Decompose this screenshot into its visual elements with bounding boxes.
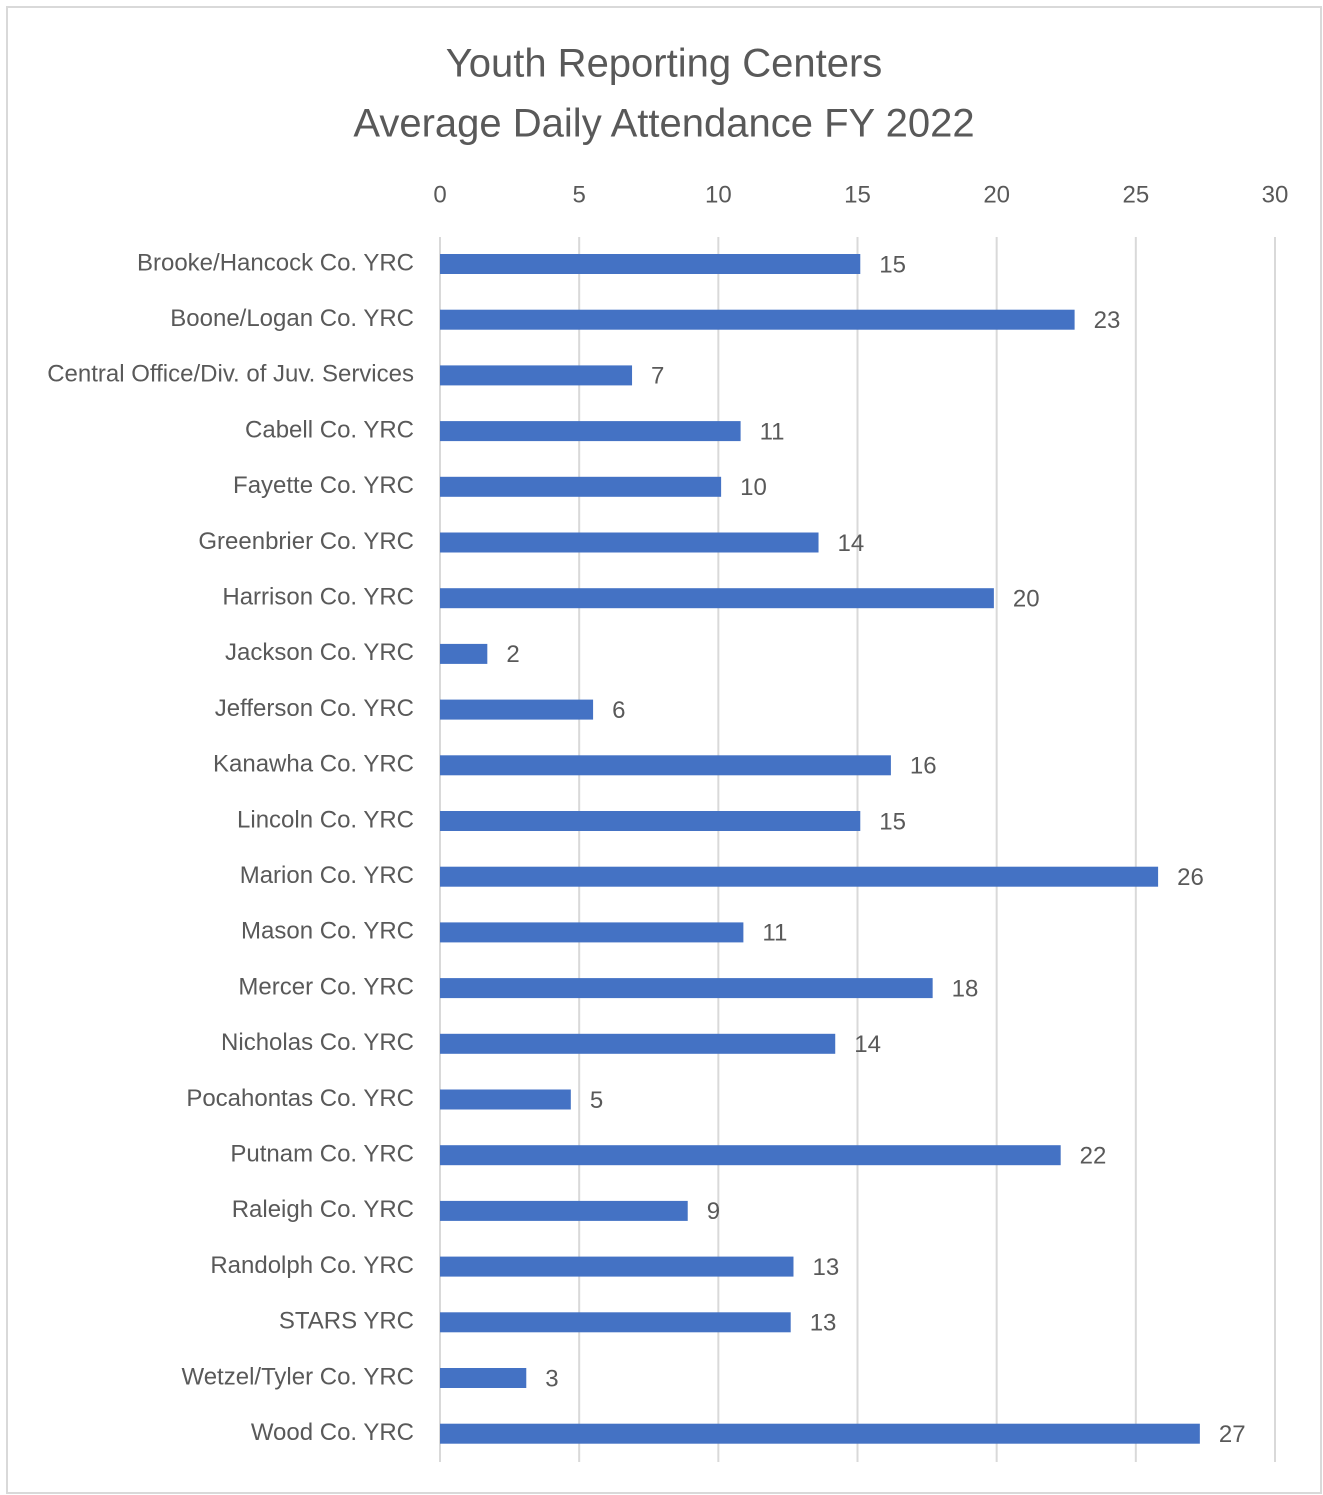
chart-title: Youth Reporting Centers	[446, 42, 883, 86]
data-label: 14	[854, 1031, 881, 1058]
data-label: 11	[760, 418, 785, 445]
y-tick-label: STARS YRC	[279, 1308, 414, 1335]
data-label: 15	[879, 251, 906, 278]
data-label: 13	[810, 1310, 837, 1337]
y-tick-label: Mason Co. YRC	[241, 918, 414, 945]
data-label: 13	[812, 1254, 839, 1281]
bar	[440, 1145, 1061, 1166]
bar	[440, 476, 722, 497]
y-tick-label: Putnam Co. YRC	[230, 1141, 414, 1168]
data-label: 7	[651, 363, 664, 390]
data-label: 27	[1219, 1421, 1246, 1448]
data-label: 15	[879, 808, 906, 835]
data-label: 18	[952, 975, 979, 1002]
y-tick-label: Brooke/Hancock Co. YRC	[137, 249, 414, 276]
bar	[440, 254, 861, 274]
x-tick-label: 20	[983, 181, 1010, 208]
y-tick-label: Marion Co. YRC	[240, 862, 414, 889]
x-tick-label: 15	[844, 181, 871, 208]
bar	[440, 1312, 791, 1333]
bar	[440, 365, 633, 386]
bar	[440, 643, 488, 664]
y-tick-label: Harrison Co. YRC	[222, 584, 414, 611]
bar	[440, 1423, 1200, 1444]
bar	[440, 1033, 836, 1054]
y-tick-label: Kanawha Co. YRC	[213, 751, 414, 778]
data-label: 16	[910, 753, 937, 780]
x-tick-label: 25	[1122, 181, 1149, 208]
data-label: 22	[1080, 1143, 1107, 1170]
y-tick-label: Nicholas Co. YRC	[221, 1029, 414, 1056]
data-label: 23	[1094, 307, 1121, 334]
data-label: 10	[740, 474, 767, 501]
y-tick-label: Wetzel/Tyler Co. YRC	[181, 1363, 414, 1390]
y-tick-label: Wood Co. YRC	[251, 1419, 414, 1446]
bar	[440, 532, 819, 553]
data-label: 3	[545, 1365, 558, 1392]
y-tick-label: Pocahontas Co. YRC	[186, 1085, 414, 1112]
bar	[440, 978, 933, 999]
bar	[440, 1256, 794, 1277]
y-tick-label: Lincoln Co. YRC	[237, 806, 414, 833]
bar	[440, 1089, 571, 1110]
data-label: 26	[1177, 864, 1204, 891]
y-tick-label: Mercer Co. YRC	[238, 973, 414, 1000]
y-tick-label: Jefferson Co. YRC	[215, 695, 414, 722]
data-label: 5	[590, 1087, 603, 1114]
bar	[440, 1200, 688, 1221]
bar	[440, 866, 1159, 887]
y-tick-label: Randolph Co. YRC	[210, 1252, 414, 1279]
bar	[440, 1368, 527, 1388]
x-tick-label: 30	[1262, 181, 1289, 208]
bar	[440, 755, 891, 776]
y-tick-label: Jackson Co. YRC	[225, 639, 414, 666]
data-label: 20	[1013, 586, 1040, 613]
chart-title: Average Daily Attendance FY 2022	[353, 102, 974, 146]
bar	[440, 811, 861, 831]
y-tick-label: Fayette Co. YRC	[233, 472, 414, 499]
data-label: 9	[707, 1198, 720, 1225]
x-tick-label: 5	[572, 181, 585, 208]
x-tick-label: 0	[433, 181, 446, 208]
y-tick-label: Greenbrier Co. YRC	[198, 528, 414, 555]
bar	[440, 922, 744, 943]
y-tick-label: Central Office/Div. of Juv. Services	[47, 361, 414, 388]
bar	[440, 421, 741, 442]
bar	[440, 588, 994, 609]
data-label: 2	[506, 641, 519, 668]
bar	[440, 309, 1075, 330]
bar	[440, 699, 594, 720]
y-tick-label: Cabell Co. YRC	[245, 416, 414, 443]
y-tick-label: Raleigh Co. YRC	[232, 1196, 414, 1223]
y-tick-label: Boone/Logan Co. YRC	[170, 305, 414, 332]
data-label: 6	[612, 697, 625, 724]
data-label: 14	[838, 530, 865, 557]
data-label: 11	[762, 920, 787, 947]
x-tick-label: 10	[705, 181, 732, 208]
